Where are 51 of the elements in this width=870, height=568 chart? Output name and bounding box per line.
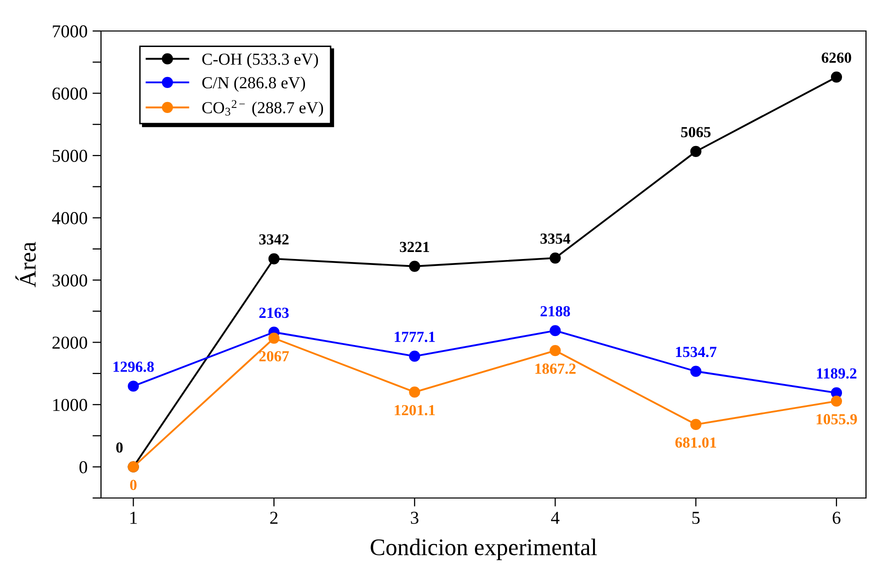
data-label: 3354 (540, 234, 570, 244)
legend-label: C/N (286.8 eV) (202, 76, 306, 92)
point (409, 386, 420, 398)
data-label: 681.01 (675, 437, 716, 448)
point (409, 350, 420, 362)
point (690, 366, 702, 377)
data-label: 1055.9 (816, 414, 857, 424)
y-tick-label: 1000 (53, 398, 88, 412)
y-tick-label: 3000 (52, 274, 88, 287)
data-label: 2188 (540, 306, 570, 316)
data-label: 1867.2 (535, 364, 576, 374)
x-tick-label: 2 (270, 512, 278, 524)
data-label: 3342 (259, 234, 289, 245)
x-tick-label: 6 (832, 512, 840, 524)
y-tick-label: 4000 (52, 212, 88, 224)
y-tick-label: 5000 (52, 150, 88, 162)
data-label: 2067 (259, 351, 289, 362)
x-tick-label: 3 (410, 512, 418, 524)
data-label: 1777.1 (394, 332, 435, 342)
data-label: 2163 (259, 308, 289, 318)
point (830, 396, 842, 407)
data-label: 1189.2 (817, 368, 856, 379)
data-label: 6260 (822, 52, 852, 63)
data-label: 1296.8 (114, 362, 154, 372)
legend-label: C-OH (533.3 eV) (202, 53, 318, 68)
y-tick-label: 2000 (52, 336, 88, 349)
x-tick-label: 5 (692, 512, 700, 524)
y-tick-label: 0 (79, 461, 88, 474)
y-axis-title: Área (15, 242, 36, 288)
y-tick-label: 7000 (52, 25, 88, 38)
point (690, 418, 702, 430)
point (690, 146, 702, 158)
x-tick-label: 1 (130, 512, 137, 524)
point (268, 253, 280, 264)
point (409, 260, 420, 272)
data-label: 1534.7 (676, 346, 716, 358)
point (268, 332, 280, 344)
point (830, 72, 842, 83)
data-label: 3221 (400, 242, 430, 252)
data-label: 5065 (681, 126, 711, 138)
x-axis-title: Condicion experimental (370, 538, 597, 560)
data-label: 0 (116, 442, 123, 453)
data-label: 0 (130, 480, 137, 490)
point (550, 325, 561, 336)
point (550, 252, 561, 264)
point (128, 380, 139, 392)
legend-label: CO$_{3}$$^{2−}$ (288.7 eV) (202, 100, 324, 117)
y-tick-label: 6000 (52, 88, 88, 100)
data-label: 1201.1 (394, 405, 435, 416)
point (550, 345, 561, 356)
x-tick-label: 4 (551, 512, 560, 524)
